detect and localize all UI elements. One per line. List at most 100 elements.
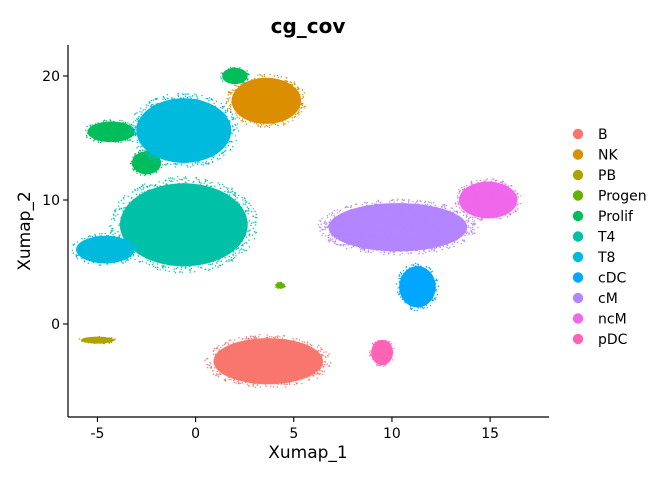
point-NK	[260, 86, 262, 89]
point-T4	[254, 232, 256, 234]
point-B	[318, 363, 320, 365]
point-cM	[443, 242, 445, 244]
point-T8	[140, 113, 143, 116]
point-T8	[126, 258, 129, 260]
point-T4	[212, 239, 214, 242]
point-T4	[174, 212, 176, 214]
point-T4	[147, 248, 149, 250]
point-T8	[102, 257, 104, 259]
point-T8	[171, 102, 174, 104]
point-Prolif	[111, 123, 113, 125]
point-T4	[148, 232, 151, 234]
point-T4	[194, 216, 196, 218]
point-T8	[206, 119, 208, 121]
point-T4	[191, 199, 193, 201]
point-cM	[406, 235, 408, 237]
point-T8	[151, 105, 153, 107]
point-T8	[168, 155, 171, 158]
point-cM	[471, 226, 474, 228]
point-B	[265, 347, 268, 350]
point-T8	[194, 106, 197, 108]
point-NK	[242, 116, 245, 118]
point-T4	[165, 199, 167, 201]
point-T8	[163, 139, 165, 142]
point-NK	[292, 114, 294, 116]
point-Prolif	[234, 71, 236, 74]
point-B	[285, 386, 287, 388]
point-T4	[212, 236, 214, 238]
point-NK	[272, 123, 274, 125]
point-NK	[237, 85, 239, 87]
point-NK	[270, 91, 273, 94]
point-B	[224, 346, 226, 349]
point-T8	[193, 99, 195, 101]
point-T4	[193, 192, 195, 195]
point-cM	[327, 236, 329, 238]
point-Prolif	[140, 165, 142, 168]
point-B	[288, 378, 290, 380]
point-T8	[192, 121, 195, 123]
point-cM	[464, 231, 466, 234]
point-B	[224, 359, 227, 361]
point-T4	[196, 206, 198, 208]
point-B	[276, 382, 278, 384]
point-T4	[231, 210, 233, 213]
point-T8	[162, 110, 165, 112]
point-T8	[182, 127, 184, 129]
point-T4	[112, 227, 114, 230]
point-T4	[235, 248, 237, 250]
point-B	[297, 367, 299, 370]
point-T8	[177, 99, 180, 101]
point-T8	[129, 239, 131, 242]
point-T4	[182, 242, 184, 244]
point-T4	[201, 197, 203, 200]
point-NK	[288, 95, 290, 97]
point-T8	[202, 135, 205, 137]
point-T4	[218, 260, 220, 262]
point-T8	[229, 111, 232, 114]
point-B	[265, 363, 267, 366]
point-T4	[154, 210, 156, 212]
point-B	[277, 350, 279, 353]
point-T4	[200, 196, 202, 198]
point-Prolif	[110, 119, 112, 122]
point-T4	[204, 210, 207, 212]
point-T8	[169, 117, 172, 120]
point-B	[264, 368, 267, 370]
point-T4	[217, 182, 219, 184]
point-T8	[132, 140, 134, 143]
point-Prolif	[226, 80, 228, 82]
point-B	[243, 374, 246, 376]
point-T8	[164, 121, 166, 124]
point-cM	[344, 206, 346, 209]
point-T4	[224, 247, 226, 249]
point-T4	[154, 253, 156, 255]
point-T4	[165, 206, 168, 208]
point-T8	[108, 238, 110, 240]
point-T8	[146, 115, 149, 117]
point-T4	[183, 203, 186, 205]
point-B	[268, 374, 270, 377]
point-T4	[162, 260, 165, 262]
point-Prolif	[109, 131, 111, 133]
point-T8	[183, 112, 185, 114]
point-T4	[149, 196, 152, 199]
point-T8	[132, 249, 135, 251]
point-T8	[173, 112, 175, 114]
point-T4	[144, 183, 146, 185]
point-T4	[213, 198, 215, 200]
point-T4	[173, 178, 175, 180]
point-T8	[89, 252, 91, 254]
point-NK	[240, 120, 242, 122]
point-B	[294, 366, 297, 368]
point-T4	[168, 223, 170, 225]
point-T4	[149, 184, 151, 186]
point-T8	[141, 145, 143, 147]
point-T8	[81, 258, 83, 260]
series-Progen-points	[275, 281, 286, 290]
point-cM	[346, 247, 348, 250]
point-B	[277, 373, 279, 376]
point-T4	[143, 220, 145, 222]
point-B	[218, 367, 220, 370]
point-T4	[138, 193, 141, 195]
